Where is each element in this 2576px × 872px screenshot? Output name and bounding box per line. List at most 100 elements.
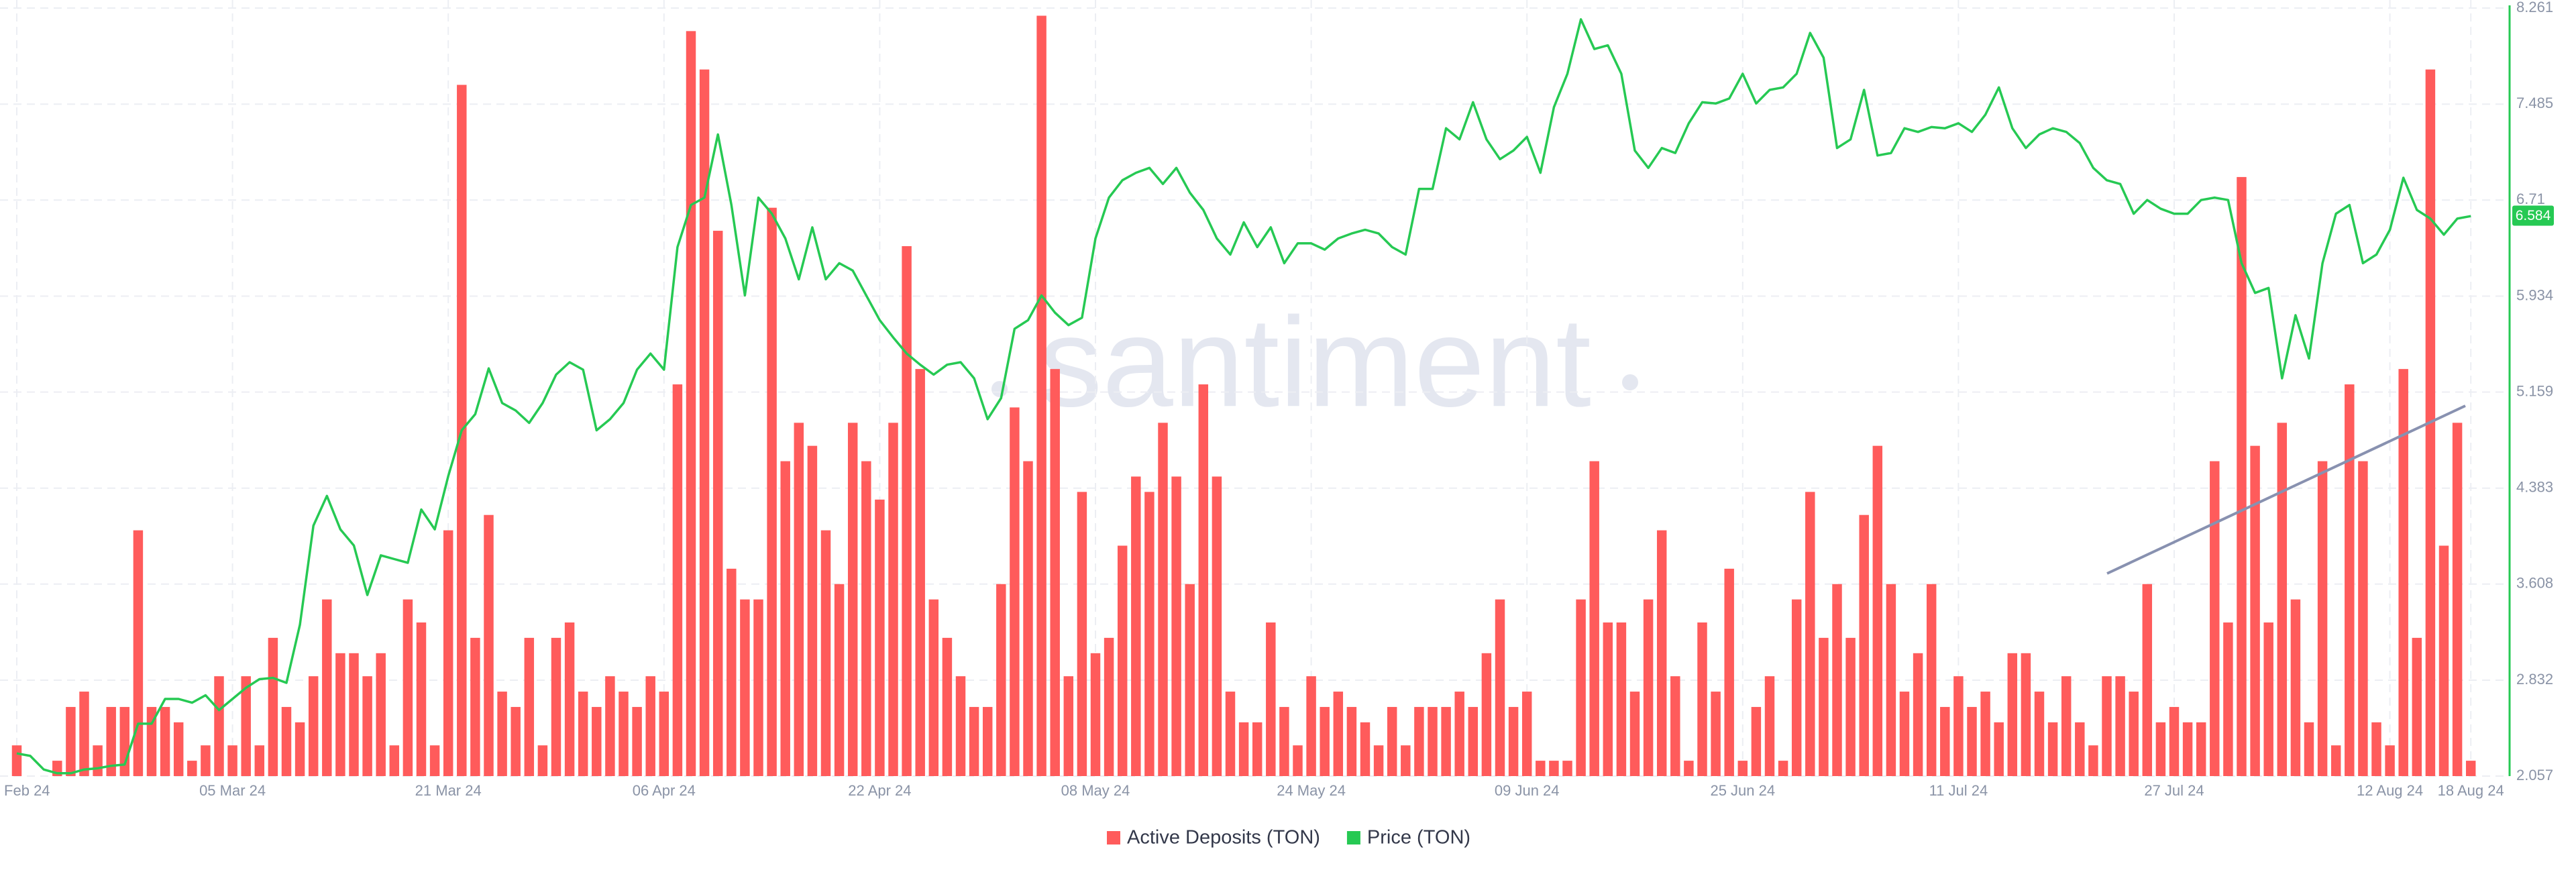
bar	[551, 637, 561, 776]
legend-label: Price (TON)	[1367, 827, 1470, 849]
bar	[1819, 637, 1829, 776]
legend: Active Deposits (TON) Price (TON)	[1107, 827, 1470, 849]
bar	[1778, 761, 1788, 776]
bar	[1629, 692, 1640, 776]
bar	[1050, 369, 1060, 776]
x-tick-label: 06 Apr 24	[633, 782, 696, 799]
bar	[160, 706, 170, 776]
bar	[1899, 692, 1910, 776]
bar	[1238, 722, 1249, 776]
bar	[484, 514, 494, 776]
bar	[2250, 445, 2260, 776]
y2-tick-label: 3.608	[2516, 575, 2553, 592]
bar	[443, 530, 453, 776]
bar	[928, 599, 939, 776]
bar	[1643, 599, 1654, 776]
bar	[672, 384, 683, 776]
bar	[281, 706, 292, 776]
bar	[915, 369, 925, 776]
bar	[1859, 514, 1869, 776]
bar	[1670, 676, 1680, 776]
bar	[322, 599, 332, 776]
y2-tick-label: 5.934	[2516, 286, 2553, 303]
bar	[335, 653, 345, 776]
bar	[1387, 706, 1397, 776]
bar	[1980, 692, 1990, 776]
bar	[1373, 745, 1384, 776]
bar	[1481, 653, 1492, 776]
bar	[1144, 492, 1155, 776]
bar	[2196, 722, 2206, 776]
bar	[268, 637, 278, 776]
bar	[1845, 637, 1856, 776]
bar	[1724, 568, 1734, 776]
y2-tick-label: 6.71	[2516, 190, 2545, 207]
watermark: santiment	[991, 291, 1638, 433]
bar	[1521, 692, 1532, 776]
bar	[2304, 722, 2314, 776]
bar	[187, 761, 197, 776]
bar	[1320, 706, 1330, 776]
bar	[1751, 706, 1762, 776]
x-tick-label: 12 Aug 24	[2357, 782, 2423, 799]
watermark-dot	[1622, 374, 1638, 390]
bar	[847, 423, 858, 776]
bar	[1994, 722, 2004, 776]
x-tick-label: 11 Jul 24	[1929, 782, 1988, 799]
bar	[1737, 761, 1748, 776]
bar	[2438, 545, 2449, 776]
bar	[1764, 676, 1775, 776]
bar	[1077, 492, 1087, 776]
legend-swatch	[1107, 831, 1120, 844]
bar	[1454, 692, 1464, 776]
bar	[241, 676, 251, 776]
bar	[753, 599, 763, 776]
price-line	[16, 18, 2471, 775]
bar	[2169, 706, 2180, 776]
bar	[645, 676, 655, 776]
y2-tick-label: 5.159	[2516, 382, 2553, 399]
bar	[2290, 599, 2301, 776]
x-tick-label: 18 Feb 24	[0, 782, 50, 799]
bar	[537, 745, 548, 776]
bar	[592, 706, 602, 776]
bar	[1913, 653, 1923, 776]
x-tick-label: 05 Mar 24	[199, 782, 266, 799]
bar	[1158, 423, 1168, 776]
bar	[969, 706, 979, 776]
bar	[767, 207, 777, 776]
bar	[2358, 461, 2368, 776]
bar	[1171, 476, 1181, 776]
bar	[888, 423, 898, 776]
bar	[1832, 584, 1842, 776]
bar	[619, 692, 629, 776]
bar	[93, 745, 103, 776]
bar	[2345, 384, 2355, 776]
x-tick-label: 18 Aug 24	[2438, 782, 2504, 799]
bar	[376, 653, 386, 776]
watermark-text: santiment	[1038, 291, 1591, 433]
watermark-dot	[991, 381, 1008, 397]
bar	[254, 745, 265, 776]
bar	[820, 530, 831, 776]
bar	[1252, 722, 1263, 776]
bar	[1293, 745, 1303, 776]
bar	[524, 637, 535, 776]
bar	[1428, 706, 1438, 776]
price-badge	[2512, 205, 2554, 226]
bar	[1562, 761, 1572, 776]
bar	[2223, 622, 2233, 776]
bar	[173, 722, 184, 776]
bar	[1414, 706, 1424, 776]
x-tick-label: 24 May 24	[1277, 782, 1346, 799]
bar	[1656, 530, 1667, 776]
bar	[2237, 176, 2247, 776]
bar	[2129, 692, 2139, 776]
bar	[1697, 622, 1707, 776]
bar	[1508, 706, 1519, 776]
bar	[2075, 722, 2085, 776]
bar	[470, 637, 480, 776]
bar	[2142, 584, 2153, 776]
y2-tick-label: 4.383	[2516, 479, 2553, 496]
